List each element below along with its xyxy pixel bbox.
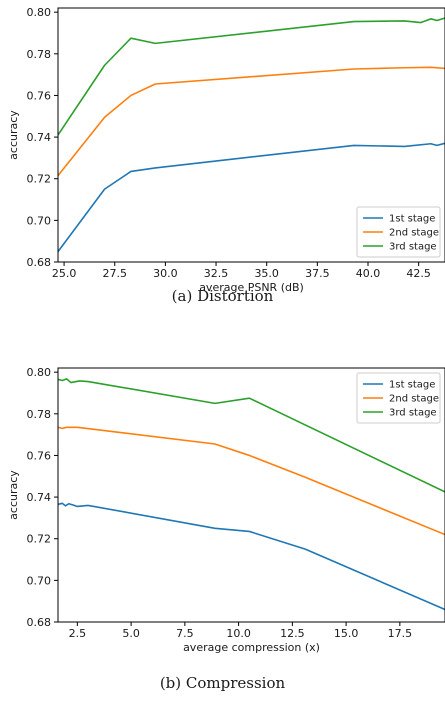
x-tick-label: 12.5 [280, 627, 305, 640]
legend-entry: 3rd stage [389, 408, 437, 419]
legend: 1st stage 2nd stage 3rd stage [356, 372, 441, 424]
chart-distortion: 25.0 27.5 30.0 32.5 35.0 37.5 40.0 42.5 0.68 0.70… [7, 6, 445, 294]
x-axis-label: average compression (x) [183, 641, 320, 654]
caption-distortion: (a) Distortion [171, 287, 274, 305]
series-line-1 [58, 502, 445, 611]
x-tick-label: 17.5 [388, 627, 413, 640]
x-tick-label: 40.0 [356, 267, 381, 280]
y-tick-label: 0.68 [27, 256, 52, 269]
x-tick-label: 5.0 [122, 627, 140, 640]
y-tick-label: 0.70 [27, 214, 52, 227]
x-tick-label: 2.5 [69, 627, 87, 640]
y-tick-label: 0.76 [27, 89, 52, 102]
y-tick-label: 0.70 [27, 574, 52, 587]
series-line-1 [58, 142, 445, 253]
y-tick-label: 0.78 [27, 408, 52, 421]
legend-entry: 2nd stage [389, 228, 439, 239]
x-tick-label: 32.5 [204, 267, 229, 280]
y-axis-label: accuracy [7, 470, 20, 520]
series-line-3 [58, 378, 445, 493]
x-tick-label: 35.0 [254, 267, 279, 280]
x-tick-label: 37.5 [305, 267, 330, 280]
y-axis-label: accuracy [7, 110, 20, 160]
legend: 1st stage 2nd stage 3rd stage [356, 206, 441, 258]
x-tick-label: 15.0 [334, 627, 359, 640]
y-tick-label: 0.76 [27, 449, 52, 462]
y-tick-label: 0.80 [27, 6, 52, 19]
y-tick-label: 0.68 [27, 616, 52, 629]
plot-frame [57, 367, 445, 623]
x-tick-label: 27.5 [102, 267, 127, 280]
y-tick-label: 0.72 [27, 173, 52, 186]
legend-box [356, 372, 441, 424]
y-tick-label: 0.74 [27, 491, 52, 504]
y-tick-label: 0.78 [27, 48, 52, 61]
series-line-2 [58, 66, 445, 177]
plot-frame [57, 7, 445, 263]
y-tick-label: 0.72 [27, 533, 52, 546]
chart-compression: 2.5 5.0 7.5 10.0 12.5 15.0 17.5 0.68 0.70 0.72 0.7… [7, 366, 445, 654]
series-line-3 [58, 17, 445, 136]
y-tick-label: 0.80 [27, 366, 52, 379]
legend-entry: 3rd stage [389, 242, 437, 253]
legend-entry: 1st stage [389, 214, 435, 225]
series-line-2 [58, 426, 445, 536]
legend-entry: 1st stage [389, 380, 435, 391]
x-axis-label: average PSNR (dB) [199, 281, 304, 294]
x-tick-label: 42.5 [406, 267, 431, 280]
legend-entry: 2nd stage [389, 394, 439, 405]
x-tick-label: 10.0 [226, 627, 251, 640]
caption-compression: (b) Compression [159, 674, 286, 692]
x-tick-label: 25.0 [52, 267, 77, 280]
x-tick-label: 7.5 [176, 627, 194, 640]
y-tick-label: 0.74 [27, 131, 52, 144]
x-tick-label: 30.0 [153, 267, 178, 280]
legend-box [356, 206, 441, 258]
